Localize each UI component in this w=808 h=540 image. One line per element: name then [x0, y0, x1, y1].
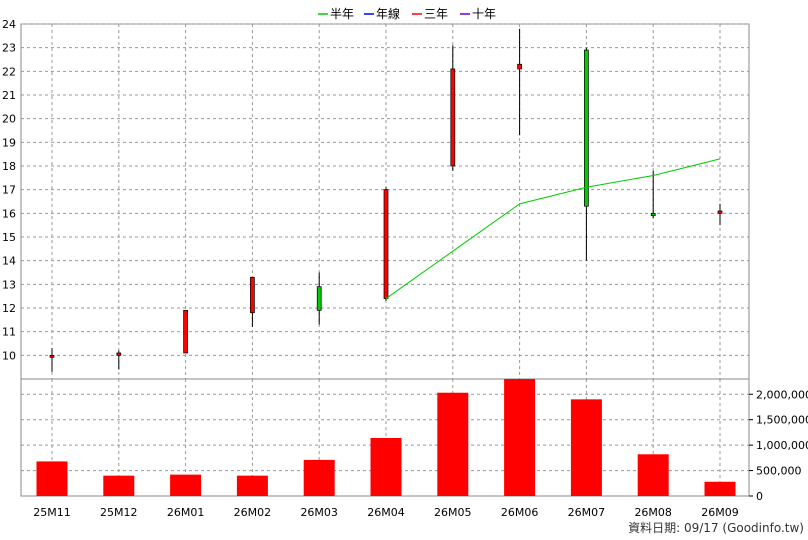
x-tick-label: 26M03: [300, 506, 338, 519]
volume-bar: [103, 475, 135, 496]
price-tick-label: 14: [2, 255, 16, 268]
candle-body: [250, 276, 255, 314]
price-tick-label: 22: [2, 65, 16, 78]
x-tick-label: 26M06: [501, 506, 539, 519]
price-tick-label: 20: [2, 113, 16, 126]
volume-bar: [303, 459, 335, 496]
candle-body: [517, 63, 522, 70]
volume-tick-label: 2,000,000: [756, 388, 808, 401]
x-tick-label: 26M08: [634, 506, 672, 519]
x-tick-label: 26M07: [568, 506, 606, 519]
volume-bar: [36, 461, 68, 496]
volume-bar: [704, 481, 736, 496]
x-tick-label: 26M01: [167, 506, 205, 519]
volume-bars: [36, 379, 736, 496]
candlesticks: [49, 28, 723, 372]
source-note: 資料日期: 09/17 (Goodinfo.tw): [628, 521, 804, 535]
price-tick-label: 15: [2, 231, 16, 244]
volume-bar: [570, 399, 602, 496]
price-tick-label: 23: [2, 42, 16, 55]
legend: 半年 年線 三年 十年: [318, 6, 496, 21]
candle-body: [650, 212, 656, 217]
candle-body: [183, 310, 188, 354]
x-axis-ticks: 25M11 25M12 26M01 26M02 26M03 26M04 26M05 26M06…: [33, 506, 739, 519]
x-tick-label: 25M11: [33, 506, 71, 519]
volume-tick-label: 1,500,000: [756, 414, 808, 427]
volume-axis-ticks: 0 500,000 1,000,000 1,500,000 2,000,000: [749, 388, 808, 503]
volume-bar: [437, 392, 469, 496]
price-tick-label: 19: [2, 136, 16, 149]
volume-bar: [370, 438, 402, 496]
price-tick-label: 12: [2, 302, 16, 315]
candle-body: [49, 354, 55, 358]
ma-line-half-year: [385, 158, 721, 299]
price-tick-label: 24: [2, 18, 16, 31]
volume-bar: [504, 379, 536, 496]
candle-body: [450, 68, 456, 167]
candle-body: [116, 352, 122, 356]
volume-tick-label: 500,000: [756, 465, 802, 478]
price-tick-label: 13: [2, 278, 16, 291]
x-tick-label: 26M05: [434, 506, 472, 519]
price-tick-label: 16: [2, 207, 16, 220]
legend-entry: 十年: [472, 7, 496, 21]
volume-bar: [637, 454, 669, 496]
price-tick-label: 18: [2, 160, 16, 173]
price-axis-ticks: 10 11 12 13 14 15 16 17 18 19 20 21 22 23 24: [2, 18, 16, 362]
price-tick-label: 21: [2, 89, 16, 102]
candle-body: [717, 210, 723, 214]
price-tick-label: 11: [2, 326, 16, 339]
price-tick-label: 10: [2, 349, 16, 362]
x-tick-label: 26M09: [701, 506, 739, 519]
legend-entry: 三年: [424, 7, 448, 21]
volume-tick-label: 0: [756, 490, 763, 503]
legend-entry: 年線: [376, 6, 400, 21]
x-tick-label: 25M12: [100, 506, 138, 519]
volume-bar: [236, 475, 268, 496]
candle-body: [584, 49, 589, 207]
price-tick-label: 17: [2, 184, 16, 197]
volume-tick-label: 1,000,000: [756, 439, 808, 452]
x-tick-label: 26M04: [367, 506, 405, 519]
candle-body: [383, 189, 389, 299]
volume-bar: [170, 474, 202, 496]
candle-body: [316, 286, 322, 311]
legend-entry: 半年: [330, 7, 354, 21]
x-tick-label: 26M02: [234, 506, 272, 519]
